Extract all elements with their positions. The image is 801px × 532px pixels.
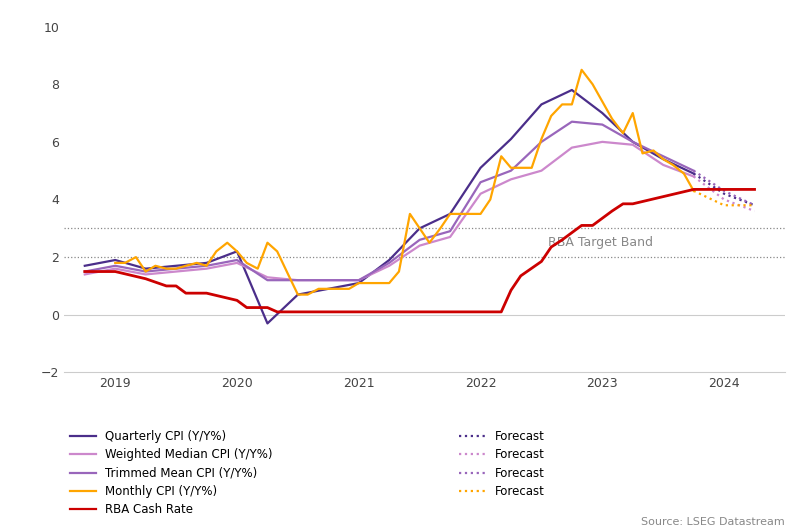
Text: Source: LSEG Datastream: Source: LSEG Datastream <box>642 517 785 527</box>
Text: RBA Target Band: RBA Target Band <box>548 236 653 249</box>
Legend: Forecast, Forecast, Forecast, Forecast: Forecast, Forecast, Forecast, Forecast <box>459 430 545 498</box>
